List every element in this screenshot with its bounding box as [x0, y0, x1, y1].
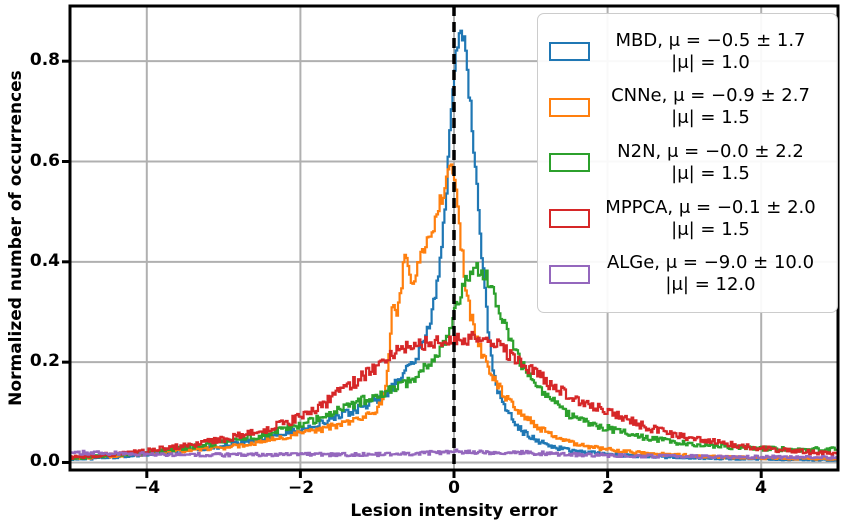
legend-label-n2n: N2N, μ = −0.0 ± 2.2 |μ| = 1.5 — [590, 141, 831, 185]
legend-entry-cnne: CNNe, μ = −0.9 ± 2.7 |μ| = 1.5 — [544, 85, 831, 129]
y-axis-label: Normalized number of occurrences — [6, 70, 26, 406]
legend-swatch-n2n — [549, 153, 590, 173]
legend-label-line1: N2N, μ = −0.0 ± 2.2 — [617, 140, 804, 162]
legend: MBD, μ = −0.5 ± 1.7 |μ| = 1.0 CNNe, μ = … — [537, 13, 838, 313]
y-tick-label-4: 0.8 — [29, 50, 60, 70]
x-tick-label-0: −4 — [133, 478, 161, 498]
legend-label-line2: |μ| = 12.0 — [665, 274, 756, 296]
legend-entry-n2n: N2N, μ = −0.0 ± 2.2 |μ| = 1.5 — [544, 141, 831, 185]
legend-swatch-mppca — [549, 209, 590, 229]
legend-label-alge: ALGe, μ = −9.0 ± 10.0 |μ| = 12.0 — [590, 252, 831, 296]
legend-label-line1: MPPCA, μ = −0.1 ± 2.0 — [605, 196, 816, 218]
legend-label-mbd: MBD, μ = −0.5 ± 1.7 |μ| = 1.0 — [590, 30, 831, 74]
legend-entry-alge: ALGe, μ = −9.0 ± 10.0 |μ| = 12.0 — [544, 252, 831, 296]
curve-mppca — [70, 330, 838, 460]
legend-label-line2: |μ| = 1.5 — [671, 162, 750, 184]
legend-label-mppca: MPPCA, μ = −0.1 ± 2.0 |μ| = 1.5 — [590, 197, 831, 241]
curve-n2n — [70, 262, 838, 461]
curve-alge — [70, 448, 838, 460]
legend-swatch-alge — [549, 264, 590, 284]
x-tick-label-1: −2 — [287, 478, 315, 498]
x-axis-label: Lesion intensity error — [350, 501, 558, 521]
legend-label-line2: |μ| = 1.5 — [671, 218, 750, 240]
legend-label-line1: ALGe, μ = −9.0 ± 10.0 — [606, 252, 815, 274]
legend-label-line2: |μ| = 1.0 — [671, 51, 750, 73]
x-tick-label-3: 2 — [602, 478, 614, 498]
y-tick-label-0: 0.0 — [29, 451, 60, 471]
legend-entry-mppca: MPPCA, μ = −0.1 ± 2.0 |μ| = 1.5 — [544, 197, 831, 241]
legend-label-line1: CNNe, μ = −0.9 ± 2.7 — [611, 85, 810, 107]
legend-entry-mbd: MBD, μ = −0.5 ± 1.7 |μ| = 1.0 — [544, 30, 831, 74]
y-tick-label-3: 0.6 — [29, 151, 60, 171]
legend-label-cnne: CNNe, μ = −0.9 ± 2.7 |μ| = 1.5 — [590, 85, 831, 129]
legend-swatch-cnne — [549, 97, 590, 117]
legend-label-line1: MBD, μ = −0.5 ± 1.7 — [615, 29, 806, 51]
x-tick-label-4: 4 — [755, 478, 767, 498]
x-tick-label-2: 0 — [448, 478, 460, 498]
legend-label-line2: |μ| = 1.5 — [671, 107, 750, 129]
y-tick-label-2: 0.4 — [29, 251, 60, 271]
y-tick-label-1: 0.2 — [29, 351, 60, 371]
legend-swatch-mbd — [549, 42, 590, 62]
